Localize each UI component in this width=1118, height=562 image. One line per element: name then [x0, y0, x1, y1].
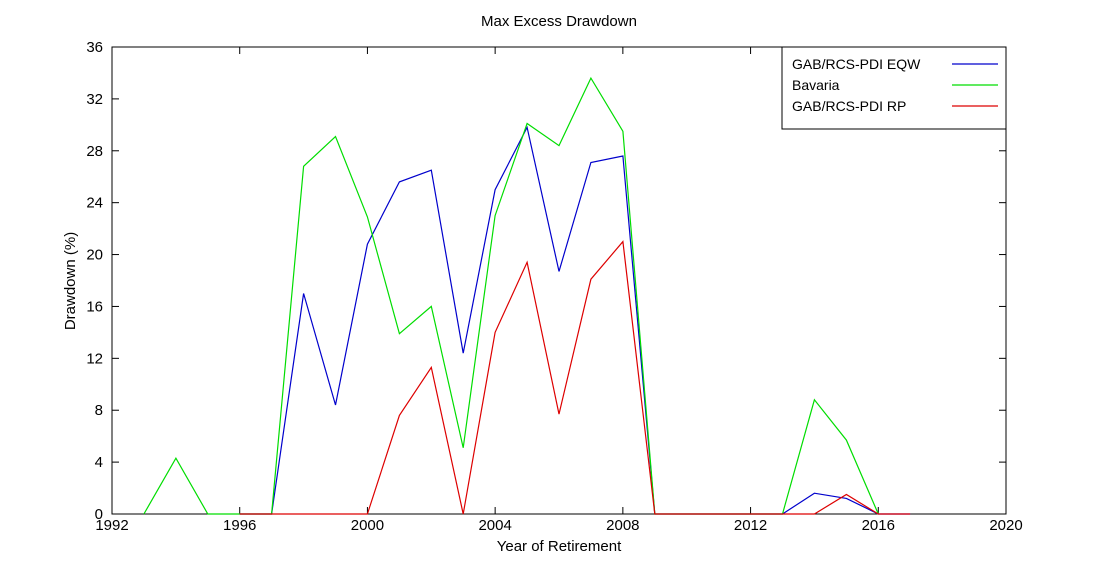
x-tick-label: 2004 [478, 517, 511, 534]
series-lines [143, 76, 911, 515]
axis-ticks: 1992 1996 2000 2004 2008 2012 2016 2020 0 4 8 12 16 2… [86, 39, 1022, 534]
x-tick-label: 2016 [862, 517, 895, 534]
y-tick-label: 4 [95, 454, 103, 471]
y-tick-label: 28 [86, 143, 103, 160]
plot-frame [111, 46, 1007, 515]
legend-entry-label: GAB/RCS-PDI EQW [792, 56, 921, 72]
x-tick-label: 2008 [606, 517, 639, 534]
y-tick-label: 8 [95, 402, 103, 419]
chart-title: Max Excess Drawdown [481, 13, 637, 30]
y-tick-label: 16 [86, 298, 103, 315]
y-tick-label: 24 [86, 195, 103, 212]
series-line-3 [239, 240, 911, 515]
x-tick-label: 1996 [223, 517, 256, 534]
y-tick-label: 36 [86, 39, 103, 56]
y-tick-label: 20 [86, 247, 103, 264]
x-tick-label: 2020 [989, 517, 1022, 534]
legend: GAB/RCS-PDI EQW Bavaria GAB/RCS-PDI RP [781, 46, 1007, 130]
y-axis-label: Drawdown (%) [62, 232, 79, 330]
x-axis-label: Year of Retirement [497, 538, 622, 555]
plot-area [111, 46, 1007, 515]
x-tick-label: 2012 [734, 517, 767, 534]
series-line-1 [239, 125, 911, 515]
y-tick-label: 32 [86, 91, 103, 108]
legend-entry-label: GAB/RCS-PDI RP [792, 98, 906, 114]
legend-box [781, 46, 1007, 130]
x-tick-label: 2000 [351, 517, 384, 534]
legend-entry-label: Bavaria [792, 77, 840, 93]
y-tick-label: 0 [95, 506, 103, 523]
x-tick-label: 1992 [95, 517, 128, 534]
y-tick-label: 12 [86, 350, 103, 367]
